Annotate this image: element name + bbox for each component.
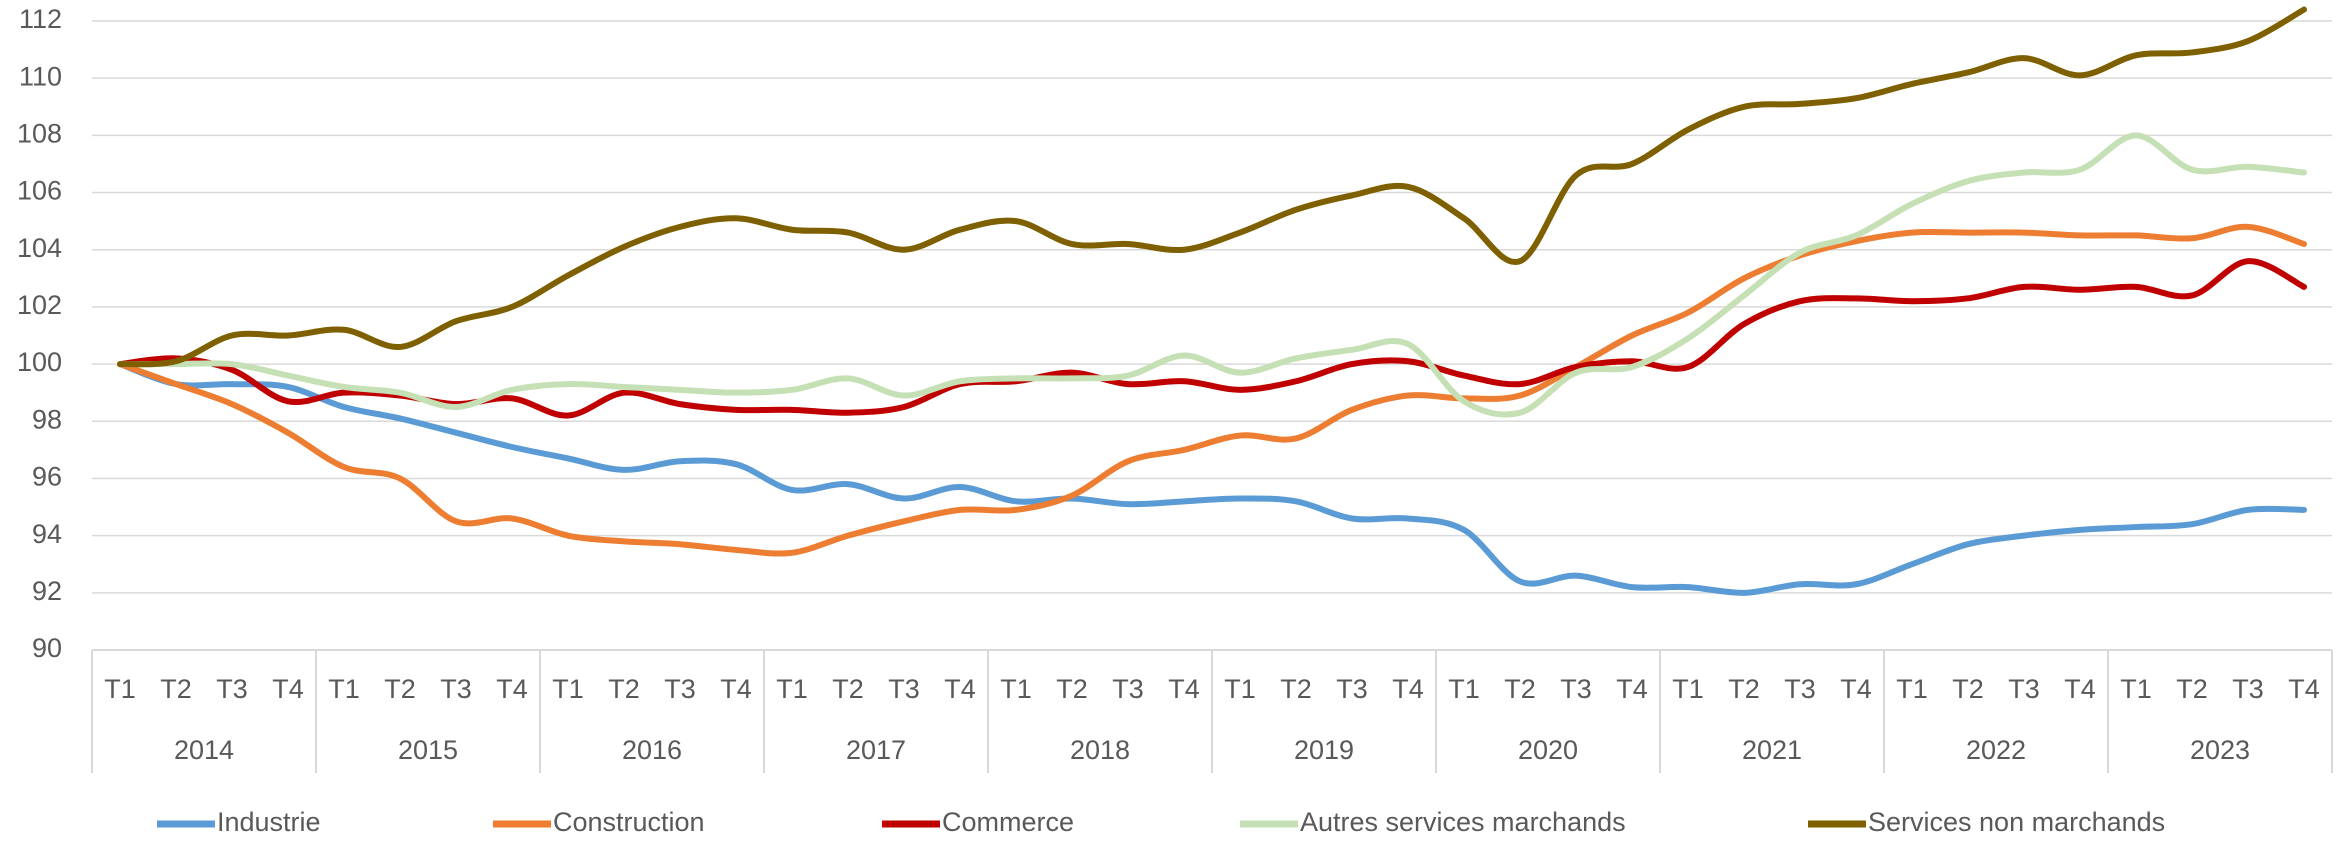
x-tick-label: T1 [1448, 674, 1480, 704]
x-tick-label: T3 [888, 674, 920, 704]
x-tick-label: T2 [2176, 674, 2208, 704]
legend-label: Commerce [942, 807, 1074, 837]
series-line [117, 258, 2307, 419]
x-tick-label: T4 [720, 674, 752, 704]
x-tick-label: T2 [1952, 674, 1984, 704]
series-line [117, 6, 2307, 368]
x-tick-label: T4 [944, 674, 976, 704]
x-group-label: 2018 [1070, 735, 1130, 765]
series-line [117, 132, 2307, 418]
x-tick-label: T1 [104, 674, 136, 704]
x-group-label: 2016 [622, 735, 682, 765]
x-group-label: 2022 [1966, 735, 2026, 765]
x-tick-label: T1 [2120, 674, 2152, 704]
x-tick-label: T3 [216, 674, 248, 704]
legend-label: Autres services marchands [1300, 807, 1626, 837]
y-tick-label: 96 [32, 462, 62, 492]
y-tick-label: 90 [32, 633, 62, 663]
x-tick-label: T3 [1336, 674, 1368, 704]
y-tick-label: 102 [17, 290, 62, 320]
x-group-label: 2017 [846, 735, 906, 765]
x-tick-label: T2 [1728, 674, 1760, 704]
y-tick-label: 108 [17, 118, 62, 148]
x-tick-label: T4 [496, 674, 528, 704]
y-tick-label: 100 [17, 347, 62, 377]
x-tick-label: T2 [608, 674, 640, 704]
x-tick-label: T3 [1560, 674, 1592, 704]
y-tick-label: 104 [17, 233, 62, 263]
x-tick-label: T3 [664, 674, 696, 704]
x-tick-label: T4 [1616, 674, 1648, 704]
x-tick-label: T2 [832, 674, 864, 704]
x-tick-label: T3 [2008, 674, 2040, 704]
x-tick-label: T1 [1224, 674, 1256, 704]
x-tick-label: T3 [1784, 674, 1816, 704]
x-tick-label: T2 [384, 674, 416, 704]
legend-label: Construction [553, 807, 705, 837]
y-tick-label: 112 [19, 4, 62, 34]
x-tick-label: T1 [776, 674, 808, 704]
y-tick-label: 94 [32, 519, 62, 549]
x-tick-label: T1 [1896, 674, 1928, 704]
x-tick-label: T2 [1504, 674, 1536, 704]
x-tick-label: T4 [2288, 674, 2320, 704]
series-line [117, 223, 2307, 557]
x-tick-label: T4 [1392, 674, 1424, 704]
x-group-label: 2019 [1294, 735, 1354, 765]
x-tick-label: T4 [1168, 674, 1200, 704]
x-tick-label: T4 [272, 674, 304, 704]
x-tick-label: T3 [2232, 674, 2264, 704]
x-group-label: 2023 [2190, 735, 2250, 765]
y-tick-label: 106 [17, 176, 62, 206]
x-tick-label: T3 [1112, 674, 1144, 704]
x-tick-label: T1 [552, 674, 584, 704]
x-group-label: 2014 [174, 735, 234, 765]
x-tick-label: T3 [440, 674, 472, 704]
x-group-label: 2020 [1518, 735, 1578, 765]
x-tick-label: T4 [1840, 674, 1872, 704]
x-tick-label: T1 [1672, 674, 1704, 704]
x-tick-label: T4 [2064, 674, 2096, 704]
y-tick-label: 98 [32, 404, 62, 434]
series-line [117, 361, 2307, 596]
x-tick-label: T1 [1000, 674, 1032, 704]
x-tick-label: T2 [160, 674, 192, 704]
legend-label: Services non marchands [1868, 807, 2165, 837]
y-tick-label: 92 [32, 576, 62, 606]
x-tick-label: T2 [1280, 674, 1312, 704]
x-tick-label: T2 [1056, 674, 1088, 704]
x-group-label: 2015 [398, 735, 458, 765]
legend-label: Industrie [217, 807, 321, 837]
x-group-label: 2021 [1742, 735, 1802, 765]
x-tick-label: T1 [328, 674, 360, 704]
y-tick-label: 110 [19, 61, 62, 91]
